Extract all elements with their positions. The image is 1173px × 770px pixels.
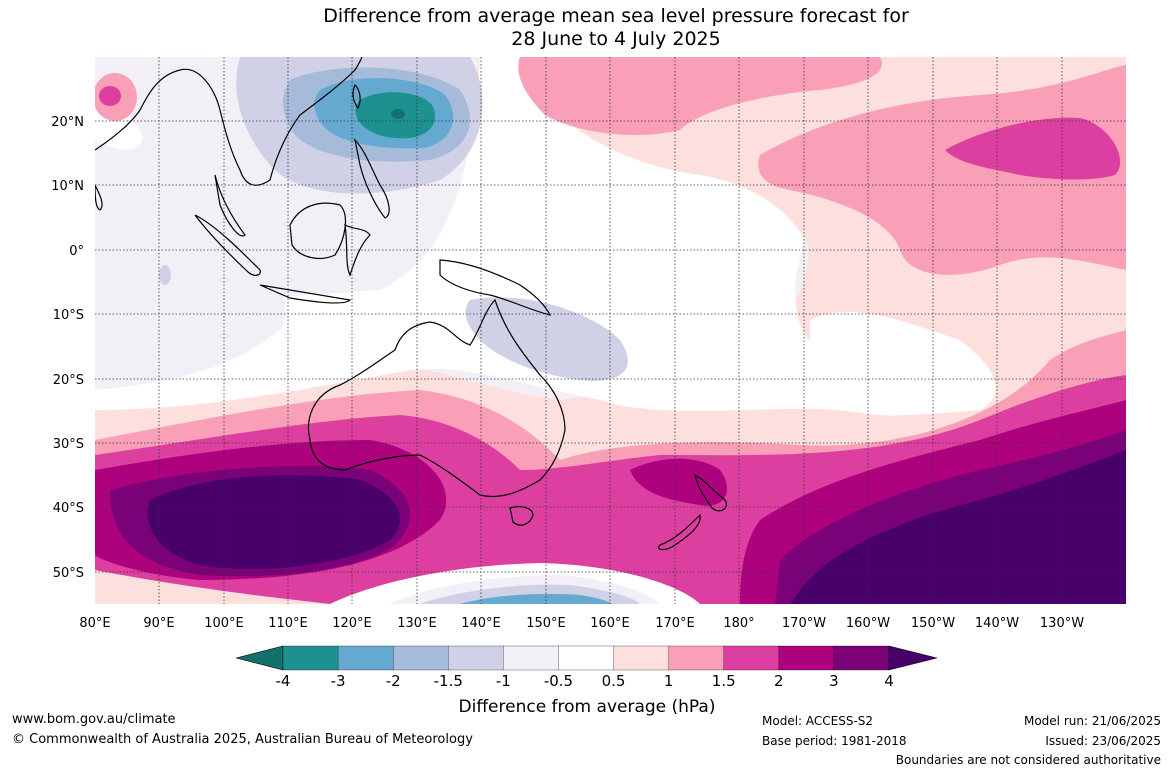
north-pacific-pink-east — [758, 65, 1126, 275]
malay-peninsula-coast — [214, 174, 246, 237]
colorbar-tick-label: 1.5 — [712, 672, 736, 690]
lat-label: 40°S — [53, 501, 84, 516]
footer-issued: Issued: 23/06/2025 — [1045, 734, 1161, 748]
asia-mainland-coast — [95, 57, 363, 186]
white-region-se-pacific — [810, 311, 996, 416]
colorbar-tick-label: -0.5 — [544, 672, 573, 690]
colorbar-segment — [393, 645, 449, 671]
lon-label: 180° — [723, 616, 754, 631]
colorbar-tick-label: 3 — [829, 672, 839, 690]
colorbar-segments — [282, 645, 890, 671]
north-pacific-magenta — [945, 117, 1121, 180]
india-coast — [95, 184, 103, 211]
taiwan-coast — [352, 83, 361, 110]
lat-label: 10°N — [51, 179, 84, 194]
chart-title: Difference from average mean sea level p… — [0, 5, 1173, 51]
lon-label: 110°E — [268, 616, 308, 631]
colorbar-right-arrow — [888, 645, 938, 671]
footer-url[interactable]: www.bom.gov.au/climate — [12, 712, 176, 727]
lon-label: 160°W — [846, 616, 890, 631]
footer-model-run: Model run: 21/06/2025 — [1023, 714, 1161, 728]
colorbar-segment — [778, 645, 835, 671]
colorbar-tick-label: 1 — [664, 672, 674, 690]
north-pacific-pink — [518, 57, 882, 135]
lon-label: 120°E — [332, 616, 372, 631]
new-zealand-north — [694, 473, 727, 512]
colorbar-segment — [503, 645, 560, 671]
coastlines — [95, 57, 727, 551]
colorbar-segment — [448, 645, 505, 671]
graticule — [95, 57, 1126, 604]
colorbar-segment — [723, 645, 780, 671]
lon-label: 90°E — [143, 616, 174, 631]
colorbar-tick-label: -3 — [331, 672, 346, 690]
footer-disclaimer: Boundaries are not considered authoritat… — [895, 753, 1161, 767]
latitude-labels: 20°N 10°N 0° 10°S 20°S 30°S 40°S 50°S — [51, 115, 84, 581]
lon-label: 100°E — [204, 616, 244, 631]
borneo-coast — [289, 202, 347, 259]
lon-label: 80°E — [79, 616, 110, 631]
lon-label: 130°E — [397, 616, 437, 631]
colorbar-tick-labels: -4 -3 -2 -1.5 -1 -0.5 0.5 1 1.5 2 3 4 — [276, 672, 894, 690]
colorbar-tick-label: -1 — [496, 672, 511, 690]
colorbar-segment — [282, 645, 339, 671]
footer-base-period: Base period: 1981-2018 — [762, 734, 907, 748]
colorbar-label: Difference from average (hPa) — [459, 697, 716, 717]
lavender-region-indian-ocean — [95, 150, 286, 390]
pacific-purple-core — [790, 450, 1126, 604]
colorbar-segment — [613, 645, 670, 671]
lat-label: 50°S — [53, 566, 84, 581]
lon-label: 160°E — [590, 616, 630, 631]
colorbar-tick-label: 0.5 — [602, 672, 626, 690]
southern-purple-core — [147, 475, 400, 569]
lat-label: 30°S — [53, 437, 84, 452]
colorbar-tick-label: -4 — [276, 672, 291, 690]
colorbar-tick-label: -2 — [386, 672, 401, 690]
colorbar-segment — [833, 645, 890, 671]
lat-label: 20°S — [53, 373, 84, 388]
colorbar-tick-label: 4 — [884, 672, 894, 690]
lon-label: 140°W — [975, 616, 1019, 631]
footer-copyright: © Commonwealth of Australia 2025, Austra… — [12, 732, 473, 747]
title-line-1: Difference from average mean sea level p… — [323, 5, 909, 27]
longitude-labels: 80°E 90°E 100°E 110°E 120°E 130°E 140°E … — [79, 616, 1084, 631]
australia-coast — [307, 298, 566, 498]
lon-label: 140°E — [461, 616, 501, 631]
white-region-central — [95, 57, 957, 417]
lat-label: 0° — [69, 244, 84, 259]
lat-label: 10°S — [53, 308, 84, 323]
colorbar-tick-label: 2 — [774, 672, 784, 690]
colorbar-tick-label: -1.5 — [434, 672, 463, 690]
lon-label: 170°W — [782, 616, 826, 631]
java-coast — [259, 284, 352, 304]
bengal-magenta — [99, 86, 121, 106]
title-line-2: 28 June to 4 July 2025 — [511, 28, 721, 50]
south-blue — [460, 593, 612, 604]
lon-label: 130°W — [1040, 616, 1084, 631]
colorbar-segment — [337, 645, 394, 671]
lon-label: 170°E — [655, 616, 695, 631]
colorbar-segment — [668, 645, 725, 671]
lon-label: 150°E — [526, 616, 566, 631]
lon-label: 150°W — [911, 616, 955, 631]
colorbar-left-arrow — [235, 645, 284, 671]
sulawesi-coast — [344, 223, 371, 277]
new-zealand-south — [658, 513, 701, 551]
indian-ocean-patch — [159, 265, 171, 285]
lat-label: 20°N — [51, 115, 84, 130]
colorbar-segment — [558, 645, 615, 671]
coral-sea-low — [465, 297, 628, 381]
philippines-coast — [354, 138, 390, 219]
colorbar: -4 -3 -2 -1.5 -1 -0.5 0.5 1 1.5 2 3 4 Difference fr… — [235, 645, 938, 717]
south-pink-seam — [95, 570, 330, 604]
low-core — [391, 109, 405, 119]
new-guinea-coast — [439, 259, 552, 316]
map-panel — [95, 57, 1126, 604]
footer-model: Model: ACCESS-S2 — [762, 714, 874, 728]
